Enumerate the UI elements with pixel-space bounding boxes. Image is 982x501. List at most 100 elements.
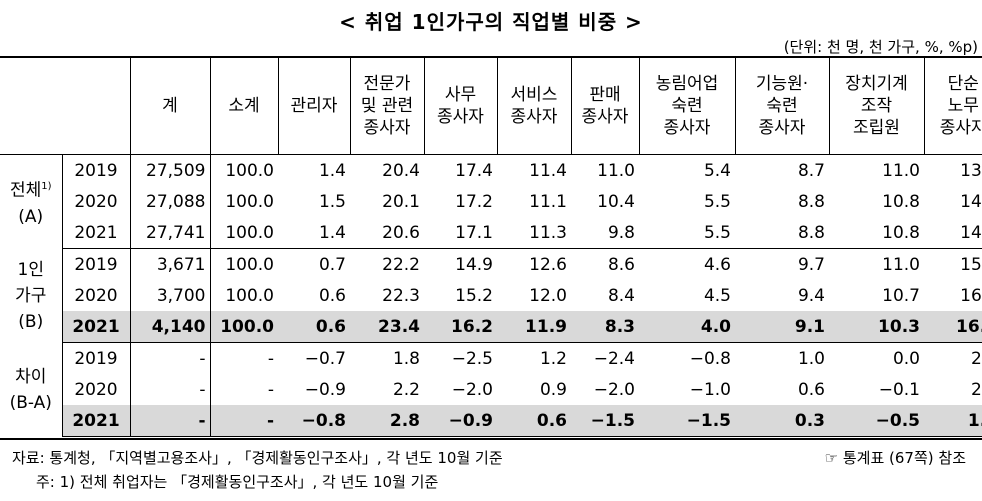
value-cell: 2.2 bbox=[970, 379, 982, 400]
value-cell: 100.0 bbox=[225, 191, 274, 212]
group-label-text: 전체 bbox=[9, 180, 42, 201]
value-cell: 10.4 bbox=[597, 191, 635, 212]
footnote: 주: 1) 전체 취업자는 「경제활동인구조사」, 각 년도 10월 기준 bbox=[36, 473, 439, 491]
value-cell: 100.0 bbox=[225, 254, 274, 275]
reference-note: ☞ 통계표 (67쪽) 참조 bbox=[824, 449, 966, 467]
value-cell: −1.0 bbox=[689, 379, 731, 400]
value-cell: 22.2 bbox=[382, 254, 420, 275]
header-cell: 사무 종사자 bbox=[423, 57, 497, 155]
value-cell: 1.5 bbox=[318, 191, 346, 212]
group-label-line: 1인 bbox=[4, 257, 58, 283]
value-cell: 20.1 bbox=[382, 191, 420, 212]
value-cell: 10.8 bbox=[882, 191, 920, 212]
value-cell: 100.0 bbox=[210, 311, 278, 343]
header-cell: 농림어업 숙련 종사자 bbox=[638, 57, 735, 155]
value-cell: 9.4 bbox=[797, 285, 825, 306]
value-cell: 100.0 bbox=[225, 285, 274, 306]
value-cell: 12.0 bbox=[529, 285, 567, 306]
value-cell: −2.4 bbox=[593, 348, 635, 369]
value-cell: 1.4 bbox=[318, 160, 346, 181]
value-cell: - bbox=[210, 405, 278, 437]
value-cell: 10.3 bbox=[829, 311, 924, 343]
value-cell: 27,509 bbox=[130, 154, 211, 186]
data-table: 계 소계 관리자 전문가 및 관련 종사자 사무 종사자 서비스 종사자 판매 … bbox=[0, 57, 982, 437]
value-cell: 12.6 bbox=[529, 254, 567, 275]
value-cell: 11.3 bbox=[497, 217, 571, 249]
value-cell: 0.0 bbox=[892, 348, 920, 369]
value-cell: −0.9 bbox=[424, 405, 497, 437]
value-cell: 11.4 bbox=[529, 160, 567, 181]
value-cell: 16.2 bbox=[424, 311, 497, 343]
header-cell: 장치기계 조작 조립원 bbox=[828, 57, 924, 155]
unit-label: (단위: 천 명, 천 가구, %, %p) bbox=[783, 38, 978, 56]
value-cell: 8.3 bbox=[571, 311, 639, 343]
value-cell: 17.2 bbox=[455, 191, 493, 212]
table-title: < 취업 1인가구의 직업별 비중 > bbox=[339, 10, 643, 34]
bottom-rule bbox=[0, 438, 982, 440]
value-cell: 11.9 bbox=[497, 311, 571, 343]
year-cell: 2019 bbox=[62, 248, 131, 280]
value-cell: 4.6 bbox=[703, 254, 731, 275]
header-cell-blank bbox=[0, 57, 62, 155]
value-cell: 9.7 bbox=[797, 254, 825, 275]
value-cell: −1.5 bbox=[639, 405, 735, 437]
value-cell: 11.1 bbox=[529, 191, 567, 212]
value-cell: 0.3 bbox=[735, 405, 829, 437]
value-cell: 14.9 bbox=[455, 254, 493, 275]
value-cell: 0.6 bbox=[278, 311, 350, 343]
table-row: 2020 27,088 100.0 1.5 20.1 17.2 11.1 10.4 5.5 8.8… bbox=[0, 186, 982, 217]
value-cell: 13.3 bbox=[960, 160, 982, 181]
value-cell: −1.5 bbox=[571, 405, 639, 437]
year-cell: 2019 bbox=[62, 154, 131, 186]
header-row: 계 소계 관리자 전문가 및 관련 종사자 사무 종사자 서비스 종사자 판매 … bbox=[0, 57, 982, 155]
table-row: 2020--−0.92.2−2.00.9−2.0−1.00.6−0.12.2 bbox=[0, 374, 982, 405]
value-cell: −0.8 bbox=[278, 405, 350, 437]
value-cell: - bbox=[130, 374, 211, 405]
group-label: 차이 (B-A) bbox=[0, 342, 63, 437]
table-row: 차이 (B-A) 2019- - −0.7 1.8 −2.5 1.2 −2.4 −0.8 1.0 0.… bbox=[0, 342, 982, 437]
group-label-text: 가구 bbox=[15, 285, 47, 306]
value-cell: 2.4 bbox=[970, 348, 982, 369]
group-label-line: (B) bbox=[4, 309, 58, 335]
group-label-line: (A) bbox=[4, 204, 58, 230]
group-label: 전체1) (A) bbox=[0, 154, 63, 249]
year-cell: 2021 bbox=[62, 217, 131, 249]
value-cell: 16.8 bbox=[960, 285, 982, 306]
value-cell: 4.0 bbox=[639, 311, 735, 343]
value-cell: 1.2 bbox=[539, 348, 567, 369]
header-cell: 기능원· 숙련 종사자 bbox=[734, 57, 829, 155]
value-cell: 15.2 bbox=[455, 285, 493, 306]
value-cell: 14.8 bbox=[924, 217, 982, 249]
value-cell: 9.8 bbox=[571, 217, 639, 249]
value-cell: 8.8 bbox=[797, 191, 825, 212]
year-cell: 2020 bbox=[62, 280, 131, 311]
value-cell: - bbox=[267, 348, 274, 369]
value-cell: −0.7 bbox=[304, 348, 346, 369]
source-note: 자료: 통계청, 「지역별고용조사」, 「경제활동인구조사」, 각 년도 10월… bbox=[12, 449, 503, 467]
value-cell: −0.9 bbox=[304, 379, 346, 400]
value-cell: 8.8 bbox=[735, 217, 829, 249]
header-cell: 소계 bbox=[209, 57, 278, 155]
table-row: 전체1) (A) 2019 27,509 100.0 1.4 20.4 17.4 11.4 11.… bbox=[0, 154, 982, 249]
value-cell: - bbox=[130, 405, 211, 437]
value-cell: 27,741 bbox=[130, 217, 211, 249]
value-cell: - bbox=[130, 342, 211, 374]
group-label-line: 가구 bbox=[4, 283, 58, 309]
table-row: 2021--−0.82.8−0.90.6−1.5−1.50.3−0.51.4 bbox=[0, 405, 982, 437]
group-label-text: (A) bbox=[18, 206, 44, 227]
group-label-text: 차이 bbox=[15, 366, 47, 387]
value-cell: 9.1 bbox=[735, 311, 829, 343]
value-cell: 1.4 bbox=[924, 405, 982, 437]
value-cell: 10.8 bbox=[829, 217, 924, 249]
value-cell: - bbox=[267, 379, 274, 400]
header-cell: 계 bbox=[129, 57, 210, 155]
table-body: 전체1) (A) 2019 27,509 100.0 1.4 20.4 17.4 11.4 11.… bbox=[0, 154, 982, 437]
header-cell: 전문가 및 관련 종사자 bbox=[349, 57, 424, 155]
value-cell: 11.0 bbox=[882, 254, 920, 275]
value-cell: −0.8 bbox=[689, 348, 731, 369]
value-cell: 15.7 bbox=[960, 254, 982, 275]
year-cell: 2021 bbox=[62, 311, 131, 343]
value-cell: 17.1 bbox=[424, 217, 497, 249]
value-cell: 0.7 bbox=[318, 254, 346, 275]
value-cell: 100.0 bbox=[210, 217, 278, 249]
